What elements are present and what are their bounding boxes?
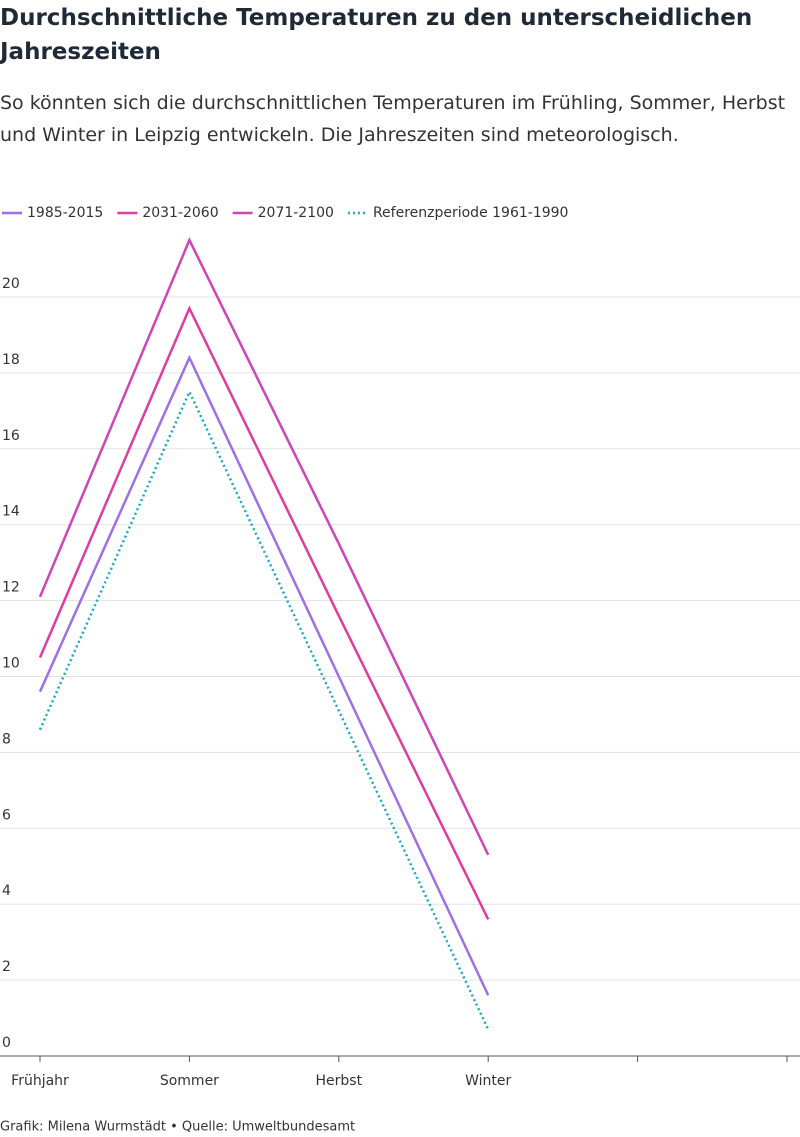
legend-label: 1985-2015 (27, 205, 103, 221)
chart-subtitle: So könnten sich die durchschnittlichen T… (0, 92, 785, 146)
legend-label: 2071-2100 (258, 205, 334, 221)
text-line: Jahreszeiten (0, 39, 161, 65)
series-line (38, 305, 490, 920)
y-tick-label: 0 (2, 1035, 11, 1051)
y-tick-label: 6 (2, 807, 11, 823)
y-tick-label: 4 (2, 883, 11, 899)
legend-label: 2031-2060 (142, 205, 218, 221)
x-tick-label: Winter (465, 1073, 511, 1089)
y-tick-label: 18 (2, 352, 20, 368)
y-tick-label: 12 (2, 580, 20, 596)
x-tick-label: Sommer (160, 1073, 219, 1089)
series-line (38, 388, 490, 1030)
legend-label: Referenzperiode 1961-1990 (373, 205, 569, 221)
x-tick-label: Herbst (316, 1073, 363, 1089)
chart-title-line: Durchschnittliche Temperaturen zu den un… (0, 5, 752, 65)
series-line (38, 237, 490, 856)
y-tick-label: 20 (2, 276, 20, 292)
y-tick-label: 14 (2, 504, 20, 520)
y-tick-label: 2 (2, 959, 11, 975)
text-line: und Winter in Leipzig entwickeln. Die Ja… (0, 124, 679, 146)
text-line: So könnten sich die durchschnittlichen T… (0, 92, 785, 114)
text-line: Durchschnittliche Temperaturen zu den un… (0, 5, 752, 31)
footer: Grafik: Milena Wurmstädt • Quelle: Umwel… (0, 1120, 355, 1135)
y-tick-label: 8 (2, 731, 11, 747)
series-line (38, 354, 490, 996)
x-tick-label: Frühjahr (11, 1073, 69, 1089)
y-tick-label: 16 (2, 428, 20, 444)
y-tick-label: 10 (2, 656, 20, 672)
